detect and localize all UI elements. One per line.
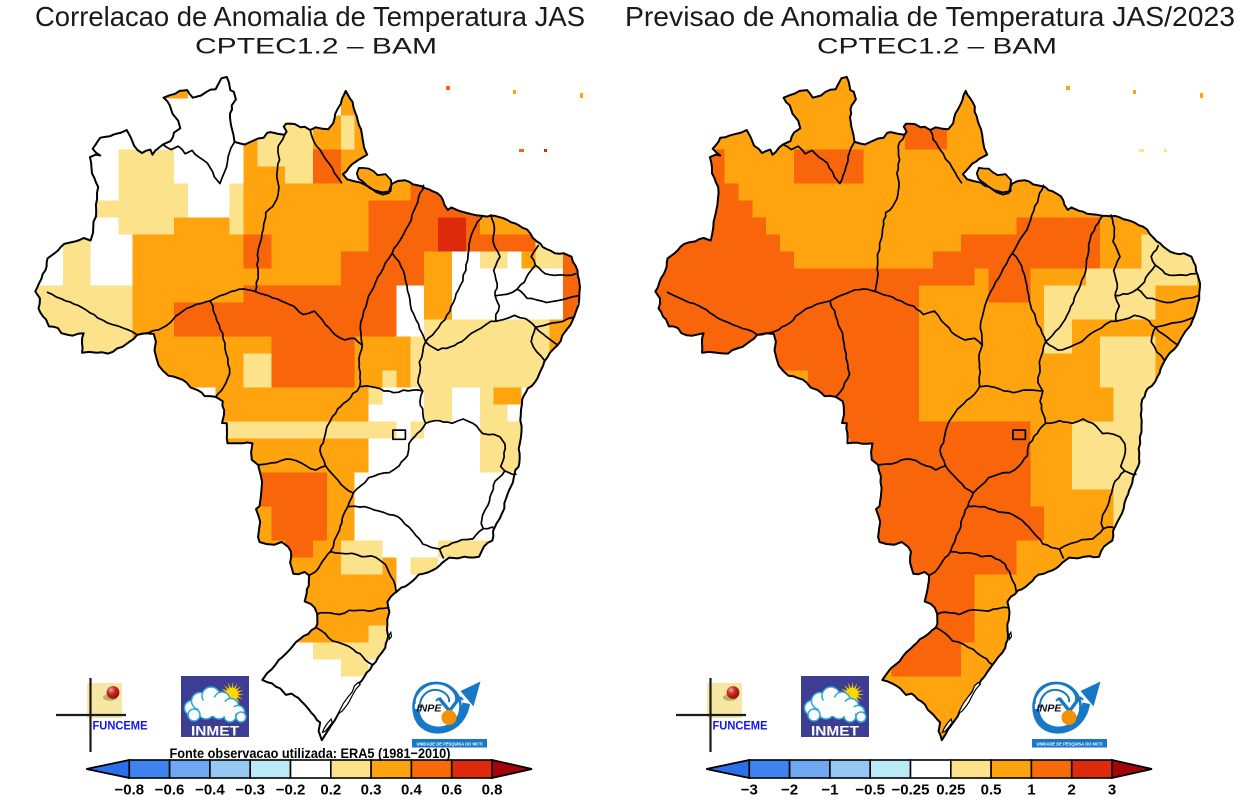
svg-text:−0.5: −0.5	[855, 782, 885, 799]
svg-text:−0.3: −0.3	[235, 782, 265, 799]
svg-text:0.5: 0.5	[981, 782, 1002, 799]
svg-text:−0.4: −0.4	[195, 782, 225, 799]
svg-text:−0.8: −0.8	[114, 782, 144, 799]
svg-text:2: 2	[1068, 782, 1076, 799]
svg-text:−3: −3	[741, 782, 758, 799]
svg-text:FUNCEME: FUNCEME	[713, 719, 768, 733]
svg-text:INPE: INPE	[417, 704, 442, 715]
svg-text:UNIDADE DE PESQUISA DO MCTI: UNIDADE DE PESQUISA DO MCTI	[417, 741, 483, 746]
svg-text:INMET: INMET	[811, 723, 859, 739]
svg-text:CPTEC1.2 – BAM: CPTEC1.2 – BAM	[817, 34, 1057, 59]
svg-text:−0.25: −0.25	[892, 782, 930, 799]
svg-text:−0.2: −0.2	[276, 782, 306, 799]
svg-text:−2: −2	[781, 782, 798, 799]
svg-text:INMET: INMET	[191, 723, 239, 739]
svg-text:Correlacao de Anomalia de Temp: Correlacao de Anomalia de Temperatura JA…	[35, 1, 585, 32]
svg-text:3: 3	[1108, 782, 1116, 799]
svg-text:0.2: 0.2	[320, 782, 341, 799]
svg-text:−0.6: −0.6	[155, 782, 185, 799]
svg-text:0.3: 0.3	[361, 782, 382, 799]
svg-text:INPE: INPE	[1037, 704, 1062, 715]
svg-text:0.6: 0.6	[441, 782, 462, 799]
svg-text:Fonte observacao utilizada: ER: Fonte observacao utilizada: ERA5 (1981−2…	[170, 745, 451, 761]
svg-text:Previsao de Anomalia de Temper: Previsao de Anomalia de Temperatura JAS/…	[625, 1, 1235, 32]
svg-text:UNIDADE DE PESQUISA DO MCTI: UNIDADE DE PESQUISA DO MCTI	[1037, 741, 1103, 746]
svg-text:−1: −1	[821, 782, 838, 799]
svg-text:0.25: 0.25	[936, 782, 965, 799]
svg-text:1: 1	[1027, 782, 1035, 799]
svg-text:0.4: 0.4	[401, 782, 423, 799]
svg-text:CPTEC1.2 – BAM: CPTEC1.2 – BAM	[195, 34, 437, 59]
svg-text:FUNCEME: FUNCEME	[93, 719, 148, 733]
svg-text:0.8: 0.8	[482, 782, 503, 799]
